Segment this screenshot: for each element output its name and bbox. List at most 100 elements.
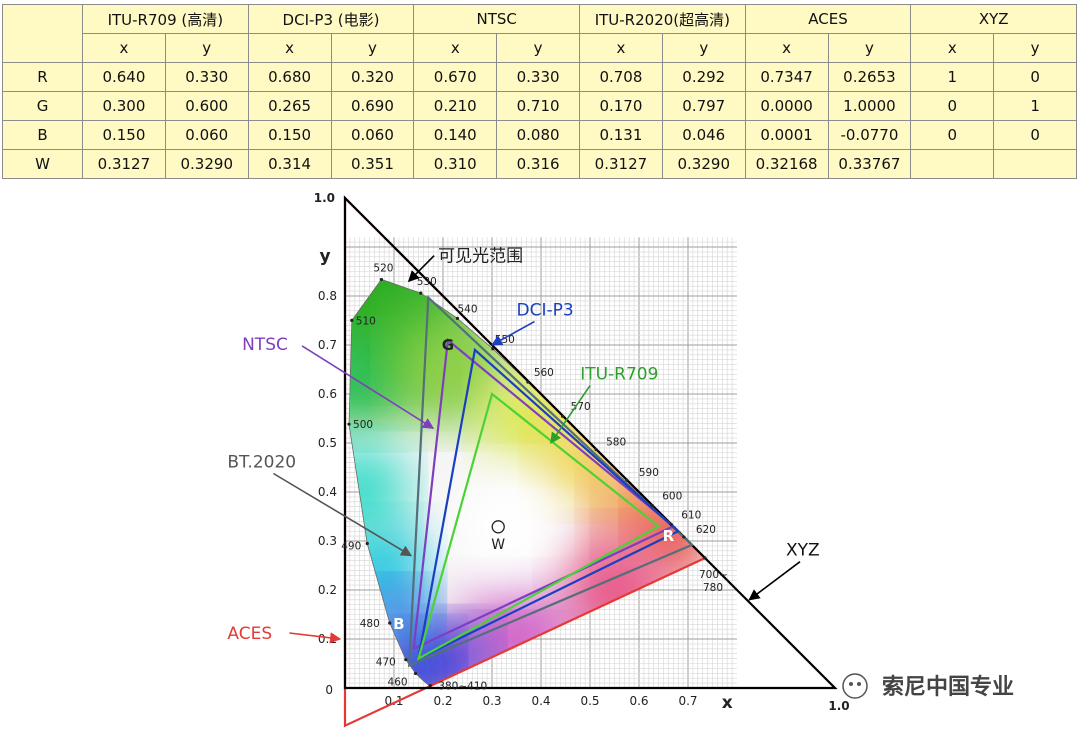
- y-end-label: 1.0: [314, 191, 335, 205]
- table-cell: 0.170: [579, 91, 663, 121]
- vertex-label: G: [442, 336, 454, 354]
- subcolumn-header: x: [413, 33, 498, 63]
- table-row: R 0.640 0.330 0.680 0.320 0.670 0.330 0.708 0.29…: [2, 62, 1077, 92]
- table-cell: [993, 149, 1077, 179]
- subcolumn-header: y: [827, 33, 912, 63]
- table-cell: 0.300: [82, 91, 166, 121]
- spectrum-color-patch: [349, 335, 404, 434]
- wavelength-label: 530: [417, 276, 437, 288]
- table-cell: 0.351: [330, 149, 415, 179]
- wavelength-dot: [419, 291, 423, 295]
- table-cell: 0.708: [579, 62, 663, 92]
- x-axis-label: x: [722, 693, 733, 713]
- table-row: G 0.300 0.600 0.265 0.690 0.210 0.710 0.170 0.79…: [2, 91, 1077, 121]
- wavelength-label: 480: [360, 618, 380, 630]
- table-cell: 0.060: [330, 120, 415, 150]
- table-cell: 0.670: [413, 62, 498, 92]
- x-tick-label: 0.4: [531, 694, 550, 708]
- wavelength-label: 550: [495, 334, 515, 346]
- subcolumn-header: x: [247, 33, 332, 63]
- table-cell: 0.265: [247, 91, 332, 121]
- wavelength-dot: [491, 347, 495, 351]
- subcolumn-header: y: [164, 33, 249, 63]
- annotation-arrow: [407, 255, 435, 283]
- table-cell: 0.150: [82, 120, 166, 150]
- table-cell: 0.080: [496, 120, 581, 150]
- annotation-arrow: [289, 632, 342, 644]
- row-label: W: [2, 149, 83, 179]
- table-cell: 0.33767: [827, 149, 912, 179]
- y-tick-label: 0.3: [318, 534, 337, 548]
- wavelength-label: 700~: [699, 569, 728, 581]
- row-label: B: [2, 120, 83, 150]
- subcolumn-header: y: [330, 33, 415, 63]
- annotation-arrow: [550, 384, 591, 444]
- gamut-triangle-bt-2020: [408, 295, 694, 668]
- wavelength-dot: [561, 414, 565, 418]
- subcolumn-header: y: [993, 33, 1077, 63]
- annotation-arrow: [272, 472, 413, 557]
- wavelength-label: 500: [353, 419, 373, 431]
- annotation-label: 可见光范围: [438, 247, 523, 267]
- wavelength-label: 580: [606, 437, 626, 449]
- wavelength-dot: [379, 277, 384, 282]
- wechat-logo-icon: [849, 682, 853, 686]
- table-cell: 0: [910, 120, 995, 150]
- table-cell: 0.640: [82, 62, 166, 92]
- wavelength-dot: [413, 671, 418, 676]
- table-cell: 0.046: [661, 120, 746, 150]
- annotation-label: BT.2020: [227, 453, 296, 473]
- vertex-label: R: [663, 527, 675, 545]
- gamut-triangle-dci-p3: [417, 347, 681, 661]
- wavelength-label: 590: [639, 467, 659, 479]
- wavelength-label: 520: [373, 262, 393, 274]
- wavelength-label: 600: [662, 490, 682, 502]
- x-tick-label: 0.5: [580, 694, 599, 708]
- wavelength-dot: [347, 422, 351, 426]
- annotation-arrow: [748, 561, 801, 601]
- table-cell: 0.3290: [661, 149, 746, 179]
- table-cell: 0.150: [247, 120, 332, 150]
- annotation-label: NTSC: [242, 335, 288, 355]
- table-cell: 0.0001: [744, 120, 829, 150]
- table-cell: 0.330: [496, 62, 581, 92]
- wavelength-dot: [350, 318, 354, 323]
- wavelength-dot: [388, 621, 392, 625]
- table-cell: 0.680: [247, 62, 332, 92]
- table-cell: 0.320: [330, 62, 415, 92]
- table-cell: 0.3127: [579, 149, 663, 179]
- origin-label: 0: [325, 683, 333, 697]
- column-group-header: ACES: [744, 4, 912, 34]
- annotation-arrow: [491, 320, 535, 346]
- table-cell: 0.7347: [744, 62, 829, 92]
- table-cell: 0: [910, 91, 995, 121]
- table-cell: 0.314: [247, 149, 332, 179]
- wechat-logo-icon: [857, 682, 861, 686]
- column-group-header: XYZ: [910, 4, 1077, 34]
- table-cell: 0.690: [330, 91, 415, 121]
- table-cell: 0.131: [579, 120, 663, 150]
- y-tick-label: 0.5: [318, 436, 337, 450]
- table-cell: 0.0000: [744, 91, 829, 121]
- table-cell: 0.797: [661, 91, 746, 121]
- wavelength-label: 460: [388, 676, 408, 688]
- table-cell: 0.316: [496, 149, 581, 179]
- vertex-label: B: [393, 615, 404, 633]
- table-cell: 0: [993, 62, 1077, 92]
- wavelength-label: 610: [681, 509, 701, 521]
- annotation-label: ITU-R709: [580, 364, 658, 384]
- annotation-arrow: [301, 345, 435, 429]
- row-label: R: [2, 62, 83, 92]
- x-tick-label: 0.7: [678, 694, 697, 708]
- table-cell: 0.32168: [744, 149, 829, 179]
- y-tick-label: 0.6: [318, 387, 337, 401]
- wavelength-dot: [625, 478, 629, 482]
- y-tick-label: 0.4: [318, 485, 337, 499]
- table-cell: 0.710: [496, 91, 581, 121]
- table-cell: 0.210: [413, 91, 498, 121]
- x-tick-label: 0.6: [629, 694, 648, 708]
- table-cell: 0.3127: [82, 149, 166, 179]
- wavelength-label: 380~410: [438, 681, 487, 693]
- y-tick-label: 0.8: [318, 289, 337, 303]
